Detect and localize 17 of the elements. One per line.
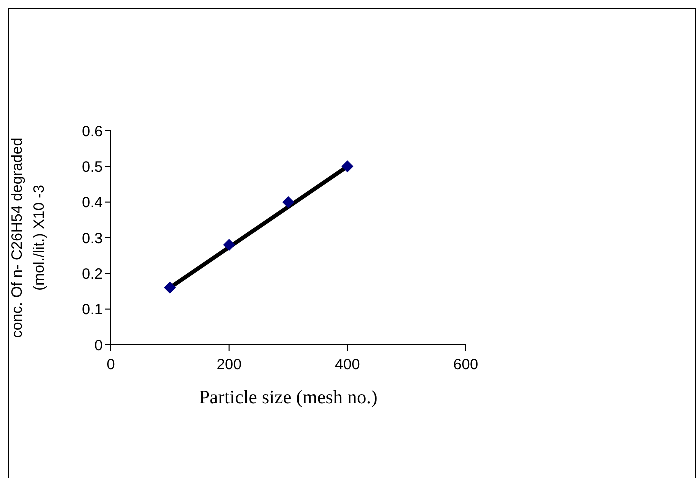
point [164, 282, 176, 294]
y-axis-title: conc. Of n- C26H54 degraded (mol./lit.) X10 -3 [9, 138, 48, 338]
point [282, 196, 294, 208]
y-tick-label: 0.6 [82, 123, 103, 140]
x-tick-label: 600 [453, 356, 479, 374]
y-tick-label: 0.2 [82, 266, 103, 283]
y-tick-label: 0.4 [82, 194, 103, 212]
y-tick-label: 0.1 [82, 302, 103, 319]
x-tick-label: 200 [216, 356, 242, 374]
y-tick-label: 0.3 [82, 230, 103, 248]
x-tick-label: 400 [335, 356, 360, 374]
point [342, 160, 354, 173]
point [223, 239, 236, 252]
x-tick-label: 0 [106, 356, 116, 374]
y-tick-label: 0 [94, 337, 103, 354]
x-axis-title: Particle size (mesh no.) [199, 387, 378, 408]
y-tick-label: 0.5 [82, 158, 103, 176]
